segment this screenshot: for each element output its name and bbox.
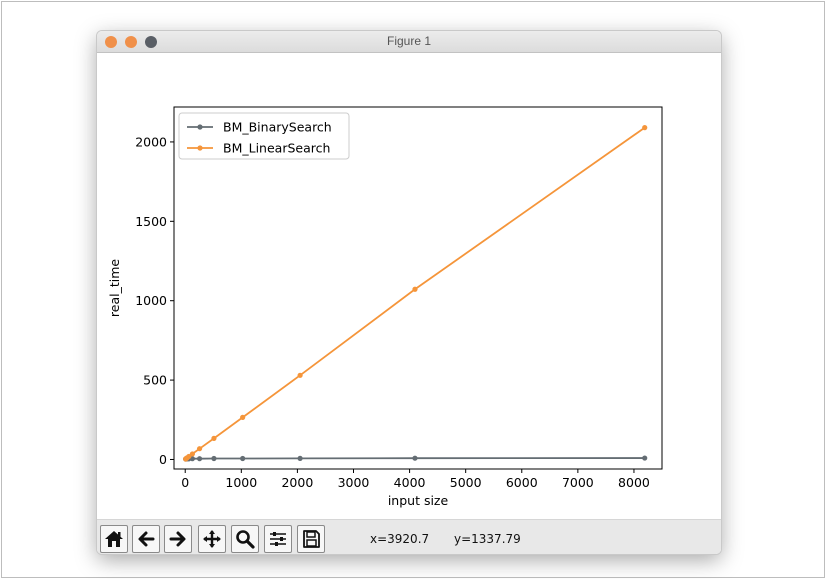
home-button[interactable] [100,525,128,553]
configure-subplots-icon [270,532,286,546]
data-point [196,446,203,452]
x-tick-label: 7000 [562,475,594,490]
window-title: Figure 1 [386,34,432,48]
x-tick-label: 4000 [394,475,426,490]
cursor-y-readout: y=1337.79 [454,532,521,546]
legend-marker [197,145,203,151]
legend-label: BM_BinarySearch [223,120,332,135]
data-point [240,414,246,420]
close-window-button[interactable] [105,36,117,48]
figure-canvas[interactable]: 0 1000 2000 3000 4000 5000 6000 7000 8000 0 500 100… [97,53,721,518]
navigation-toolbar: x=3920.7 y=1337.79 [97,519,721,554]
x-tick-label: 1000 [225,475,257,490]
figure-window: Figure 1 0 1000 2000 3000 4000 5000 6000 7000 80… [97,31,721,554]
zoom-button[interactable] [231,525,259,553]
y-axis-label: real_time [107,259,122,317]
cursor-x-readout: x=3920.7 [370,532,430,546]
line-chart: 0 1000 2000 3000 4000 5000 6000 7000 8000 0 500 100… [107,106,663,508]
x-axis-label: input size [388,493,449,508]
data-point [240,455,246,462]
save-figure-button[interactable] [297,525,325,553]
y-tick-label: 2000 [135,134,167,149]
y-tick-label: 1500 [135,214,167,229]
data-point [189,451,195,457]
title-bar[interactable]: Figure 1 [97,31,721,53]
y-tick-label: 0 [159,452,167,467]
forward-icon [169,531,186,547]
legend-marker [197,124,203,130]
zoom-icon [236,530,255,549]
data-point [642,455,648,461]
home-icon [105,531,123,547]
data-point [642,125,648,131]
back-button[interactable] [132,525,160,553]
back-icon [138,531,155,547]
legend-box [178,112,350,160]
data-point [297,372,303,378]
data-point [186,453,192,460]
x-tick-label: 3000 [338,475,370,490]
pan-icon [203,530,221,548]
legend-label: BM_LinearSearch [223,141,330,156]
save-icon [303,530,320,548]
data-point [297,455,303,461]
y-tick-label: 500 [143,373,167,388]
forward-button[interactable] [164,525,192,553]
data-point [211,435,217,441]
data-point [211,455,217,462]
x-tick-label: 5000 [450,475,482,490]
minimize-window-button[interactable] [125,36,137,48]
data-point [412,286,418,292]
maximize-window-button[interactable] [145,36,157,48]
data-point [412,455,418,461]
x-tick-label: 0 [181,475,189,490]
configure-subplots-button[interactable] [264,525,292,553]
y-tick-label: 1000 [135,293,167,308]
x-tick-label: 2000 [281,475,313,490]
x-tick-label: 6000 [506,475,538,490]
data-point [196,456,203,462]
x-tick-label: 8000 [618,475,650,490]
pan-button[interactable] [198,525,226,553]
